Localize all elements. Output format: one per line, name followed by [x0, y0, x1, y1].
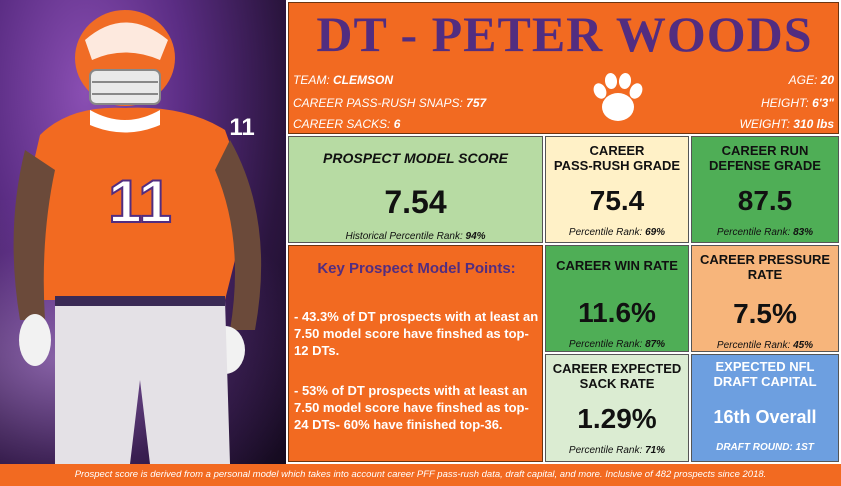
run-defense-value: 87.5 — [737, 185, 793, 216]
pass-rush-percentile: Percentile Rank: 69% — [568, 227, 666, 238]
sack-rate-title-2: SACK RATE — [579, 376, 655, 391]
pass-rush-title-2: PASS-RUSH GRADE — [553, 158, 681, 173]
height-value: 6'3" — [812, 96, 834, 110]
header-panel: DT - PETER WOODS TEAM: CLEMSON CAREER PA… — [288, 2, 839, 134]
draft-round: DRAFT ROUND: 1ST — [716, 442, 814, 453]
model-score-percentile: Historical Percentile Rank: 94% — [345, 231, 486, 242]
win-rate-percentile: Percentile Rank: 87% — [568, 339, 666, 350]
jersey-number: 11 — [108, 168, 171, 235]
page-title: DT - PETER WOODS — [316, 6, 813, 62]
team-value: CLEMSON — [333, 73, 394, 87]
shoulder-number: 11 — [229, 114, 254, 141]
draft-value: 16th Overall — [713, 407, 817, 427]
pressure-value: 7.5% — [733, 298, 797, 329]
weight-value: 310 lbs — [793, 117, 834, 131]
pressure-title-1: CAREER PRESSURE — [699, 252, 831, 267]
sack-rate-card: CAREER EXPECTED SACK RATE 1.29% Percenti… — [545, 354, 689, 462]
footer-note: Prospect score is derived from a persona… — [0, 464, 841, 486]
sack-rate-title-1: CAREER EXPECTED — [552, 361, 682, 376]
player-illustration: 11 11 — [13, 10, 262, 464]
win-rate-title: CAREER WIN RATE — [556, 258, 678, 273]
win-rate-value: 11.6% — [578, 297, 656, 328]
age-value: 20 — [820, 73, 834, 87]
key-points-panel: Key Prospect Model Points: - 43.3% of DT… — [288, 245, 543, 462]
height-line: HEIGHT: 6'3" — [760, 96, 834, 110]
draft-title-1: EXPECTED NFL — [715, 359, 815, 374]
sacks-value: 6 — [393, 117, 401, 131]
model-score-value: 7.54 — [384, 184, 447, 220]
run-defense-title-1: CAREER RUN — [721, 143, 809, 158]
pressure-percentile: Percentile Rank: 45% — [716, 340, 814, 351]
pass-rush-value: 75.4 — [589, 185, 645, 216]
model-score-title: PROSPECT MODEL SCORE — [323, 150, 508, 166]
prospect-model-score-card: PROSPECT MODEL SCORE 7.54 Historical Per… — [288, 136, 543, 243]
key-points-heading: Key Prospect Model Points: — [317, 260, 516, 277]
key-point-1: - 43.3% of DT prospects with at least an… — [294, 309, 539, 358]
run-defense-percentile: Percentile Rank: 83% — [716, 227, 814, 238]
sack-rate-value: 1.29% — [577, 403, 657, 434]
pressure-rate-card: CAREER PRESSURE RATE 7.5% Percentile Ran… — [691, 245, 839, 352]
run-defense-grade-card: CAREER RUN DEFENSE GRADE 87.5 Percentile… — [691, 136, 839, 243]
sack-rate-percentile: Percentile Rank: 71% — [568, 445, 666, 456]
key-point-2: - 53% of DT prospects with at least an 7… — [294, 383, 529, 432]
snaps-line: CAREER PASS-RUSH SNAPS: 757 — [293, 96, 487, 110]
snaps-value: 757 — [466, 96, 487, 110]
weight-line: WEIGHT: 310 lbs — [739, 117, 834, 131]
pass-rush-grade-card: CAREER PASS-RUSH GRADE 75.4 Percentile R… — [545, 136, 689, 243]
age-line: AGE: 20 — [788, 73, 834, 87]
pressure-title-2: RATE — [747, 267, 783, 282]
tiger-paw-logo — [593, 73, 643, 121]
draft-capital-card: EXPECTED NFL DRAFT CAPITAL 16th Overall … — [691, 354, 839, 462]
team-line: TEAM: CLEMSON — [293, 73, 394, 87]
run-defense-title-2: DEFENSE GRADE — [709, 158, 821, 173]
pass-rush-title-1: CAREER — [589, 143, 645, 158]
draft-title-2: DRAFT CAPITAL — [713, 374, 817, 389]
win-rate-card: CAREER WIN RATE 11.6% Percentile Rank: 8… — [545, 245, 689, 352]
player-photo: 11 11 — [0, 0, 286, 464]
sacks-line: CAREER SACKS: 6 — [293, 117, 401, 131]
